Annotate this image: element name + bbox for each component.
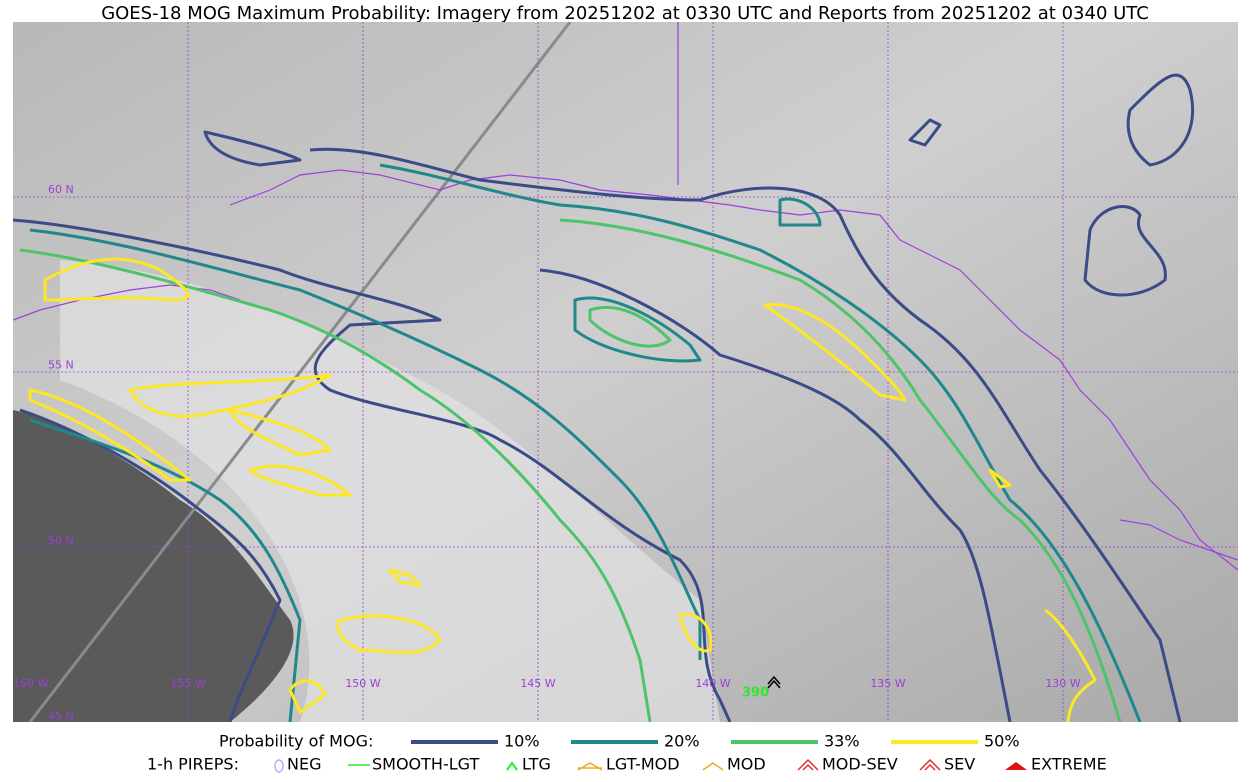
lon-label: 160 W xyxy=(13,677,48,690)
lat-label: 45 N xyxy=(48,710,74,723)
lon-label: 145 W xyxy=(520,677,555,690)
pirep-title: 1-h PIREPS: xyxy=(147,755,239,774)
pirep-symbol xyxy=(1005,762,1027,770)
pirep-label: MOD-SEV xyxy=(822,755,898,774)
map: 390 60 N 55 N 50 N 45 N 160 W 155 W 150 W 145 … xyxy=(13,22,1238,723)
pirep-symbol xyxy=(506,761,518,771)
pirep-label: SEV xyxy=(944,755,975,774)
pirep-label: SMOOTH-LGT xyxy=(372,755,479,774)
pirep-symbol xyxy=(577,762,603,771)
legend-label: 10% xyxy=(504,732,540,751)
swath-edge xyxy=(28,22,572,722)
legend-label: 50% xyxy=(984,732,1020,751)
cloud-band xyxy=(60,260,720,722)
legend: Probability of MOG: 10% 20% 33% 50% xyxy=(219,732,1020,751)
pirep-label: EXTREME xyxy=(1031,755,1107,774)
pirep-marker xyxy=(767,675,781,689)
legend-label: 20% xyxy=(664,732,700,751)
pirep-label: LGT-MOD xyxy=(606,755,680,774)
pirep-label: NEG xyxy=(287,755,321,774)
pirep-symbol xyxy=(702,762,724,771)
pirep-symbol xyxy=(274,759,284,773)
pirep-label: MOD xyxy=(727,755,766,774)
pirep-legend: 1-h PIREPS: NEG SMOOTH-LGT LTG LGT-MOD MOD MOD… xyxy=(147,755,1107,774)
coastline xyxy=(13,22,1238,571)
lon-label: 140 W xyxy=(695,677,730,690)
graticule xyxy=(13,22,1238,722)
lat-label: 60 N xyxy=(48,183,74,196)
pirep-altitude: 390 xyxy=(742,686,769,701)
contours xyxy=(13,73,1195,722)
title: GOES-18 MOG Maximum Probability: Imagery… xyxy=(101,3,1149,24)
pirep-label: LTG xyxy=(522,755,551,774)
lat-label: 50 N xyxy=(48,534,74,547)
legend-label: 33% xyxy=(824,732,860,751)
lat-label: 55 N xyxy=(48,359,74,372)
lon-label: 155 W xyxy=(170,677,205,690)
legend-title: Probability of MOG: xyxy=(219,732,373,751)
lon-label: 135 W xyxy=(870,677,905,690)
lon-label: 150 W xyxy=(345,677,380,690)
lon-label: 130 W xyxy=(1045,677,1080,690)
clear-ocean xyxy=(13,410,294,722)
pirep-symbol xyxy=(797,758,819,771)
pirep-symbol xyxy=(919,758,941,771)
